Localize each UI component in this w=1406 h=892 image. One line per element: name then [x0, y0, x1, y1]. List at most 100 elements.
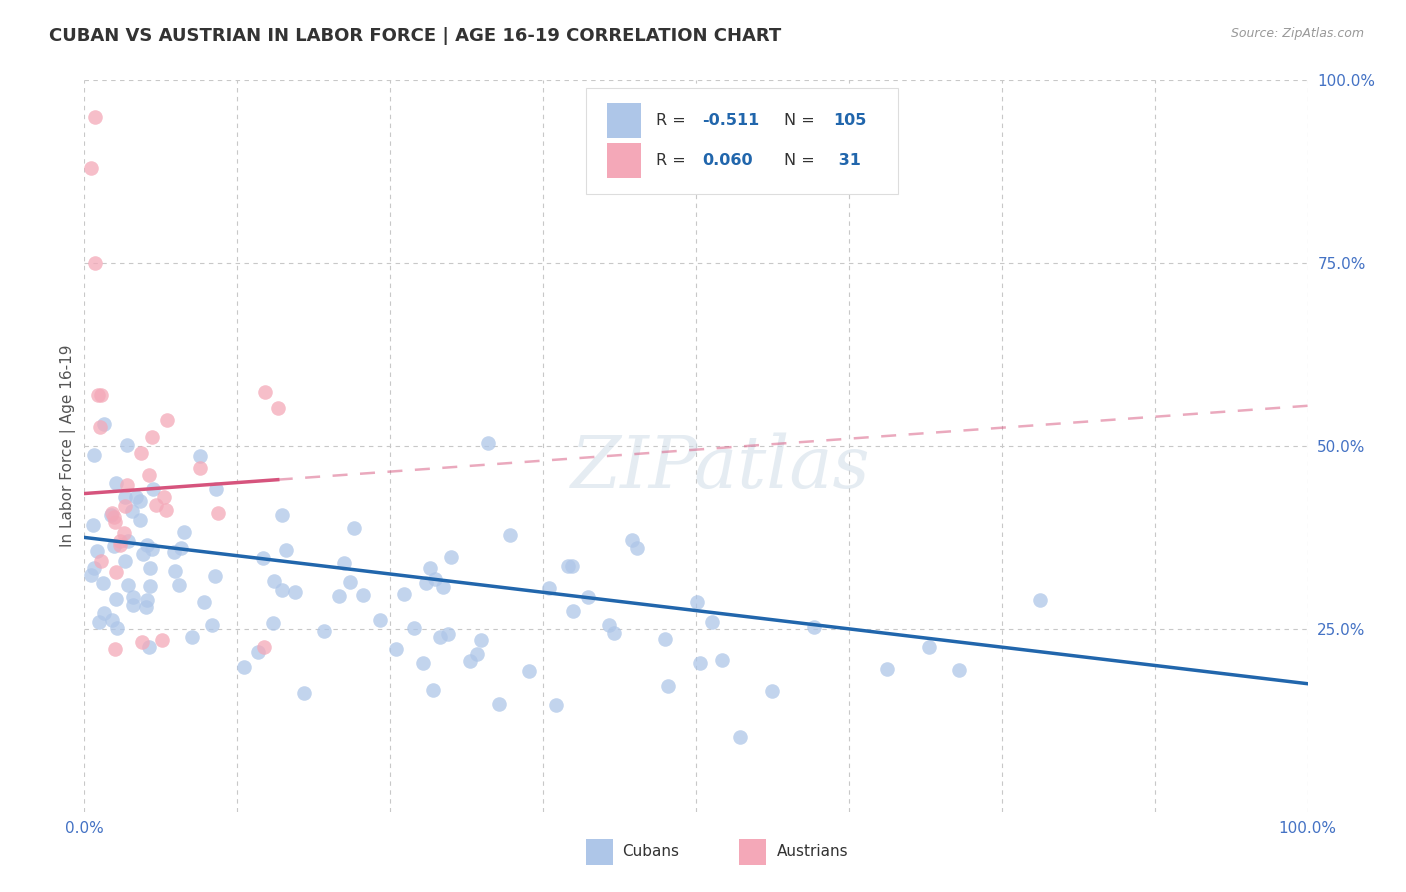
Text: Austrians: Austrians	[776, 845, 848, 860]
Point	[125, 490, 148, 504]
Point	[142, 482, 165, 496]
Y-axis label: In Labor Force | Age 16-19: In Labor Force | Age 16-19	[60, 344, 76, 548]
Point	[139, 561, 162, 575]
Point	[122, 598, 145, 612]
Point	[284, 585, 307, 599]
Point	[328, 590, 350, 604]
Point	[204, 482, 226, 496]
Point	[138, 640, 160, 654]
Point	[352, 588, 374, 602]
Point	[274, 542, 297, 557]
Point	[557, 558, 579, 573]
Point	[86, 544, 108, 558]
Point	[80, 567, 103, 582]
Point	[1028, 593, 1050, 607]
Point	[292, 686, 315, 700]
Point	[135, 599, 157, 614]
Point	[876, 662, 898, 676]
Point	[252, 551, 274, 566]
Point	[233, 660, 256, 674]
Bar	[606, 103, 641, 138]
Point	[155, 503, 177, 517]
Point	[432, 580, 454, 594]
Point	[710, 653, 733, 667]
Point	[131, 635, 153, 649]
Point	[188, 449, 211, 463]
Point	[488, 697, 510, 711]
Point	[103, 539, 125, 553]
Point	[477, 436, 499, 450]
Point	[437, 627, 460, 641]
Point	[537, 581, 560, 595]
Point	[145, 499, 167, 513]
Point	[101, 613, 124, 627]
Point	[654, 632, 676, 647]
Text: ZIPatlas: ZIPatlas	[571, 433, 870, 503]
Point	[267, 401, 290, 415]
Point	[114, 499, 136, 513]
Point	[152, 491, 174, 505]
Point	[422, 682, 444, 697]
Text: Source: ZipAtlas.com: Source: ZipAtlas.com	[1230, 27, 1364, 40]
Point	[440, 550, 463, 565]
Bar	[606, 144, 641, 178]
Text: -0.511: -0.511	[702, 113, 759, 128]
Point	[93, 417, 115, 431]
Text: Cubans: Cubans	[623, 845, 679, 860]
Point	[104, 641, 127, 656]
Point	[761, 684, 783, 698]
Point	[253, 640, 276, 655]
Text: 0.060: 0.060	[702, 153, 752, 169]
Point	[129, 446, 152, 460]
Point	[129, 513, 152, 527]
Point	[110, 534, 132, 549]
Point	[83, 448, 105, 462]
Point	[343, 521, 366, 535]
Point	[728, 730, 751, 744]
Point	[598, 617, 620, 632]
Point	[89, 420, 111, 434]
Point	[314, 624, 336, 639]
Point	[419, 561, 441, 575]
Text: N =: N =	[785, 113, 820, 128]
Point	[188, 461, 211, 475]
Point	[465, 647, 488, 661]
Point	[170, 541, 193, 555]
Text: 31: 31	[832, 153, 860, 169]
Point	[385, 642, 408, 657]
Point	[657, 679, 679, 693]
Point	[201, 617, 224, 632]
Point	[918, 640, 941, 654]
Point	[803, 620, 825, 634]
Point	[82, 517, 104, 532]
Point	[180, 631, 202, 645]
Bar	[738, 839, 766, 864]
Point	[136, 538, 159, 552]
Point	[578, 590, 600, 604]
Point	[948, 664, 970, 678]
Point	[163, 564, 186, 578]
Point	[246, 645, 269, 659]
Point	[93, 606, 115, 620]
Point	[114, 490, 136, 504]
Point	[470, 633, 492, 648]
Point	[91, 575, 114, 590]
Point	[262, 616, 284, 631]
Point	[83, 110, 105, 124]
Point	[339, 575, 361, 590]
Point	[100, 508, 122, 523]
Point	[121, 590, 143, 604]
Point	[115, 438, 138, 452]
Point	[458, 654, 481, 668]
Point	[425, 572, 447, 586]
Point	[114, 554, 136, 568]
Point	[115, 477, 138, 491]
Point	[90, 388, 112, 402]
Point	[603, 625, 626, 640]
Point	[117, 534, 139, 549]
Point	[104, 565, 127, 579]
Point	[404, 621, 426, 635]
Point	[167, 577, 190, 591]
Point	[689, 657, 711, 671]
Point	[100, 507, 122, 521]
